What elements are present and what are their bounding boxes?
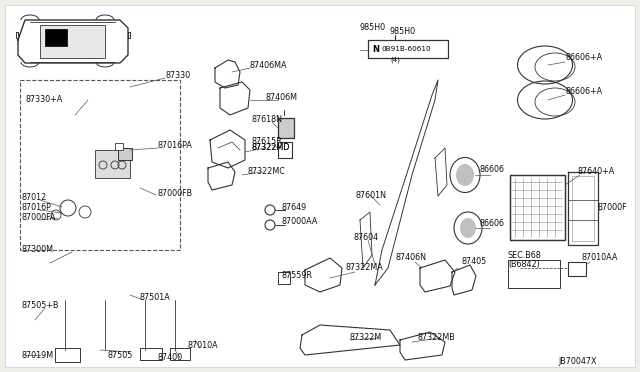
Polygon shape [420, 260, 455, 292]
Bar [45, 29, 67, 46]
Text: 87406MA: 87406MA [250, 61, 287, 70]
Text: 87322MD: 87322MD [252, 144, 291, 153]
Bar [278, 118, 294, 138]
Polygon shape [18, 20, 128, 63]
Bar [118, 148, 132, 160]
Polygon shape [16, 32, 18, 38]
Bar [278, 272, 290, 284]
Polygon shape [305, 258, 342, 292]
Text: 86606+A: 86606+A [566, 87, 603, 96]
Text: 87322M: 87322M [350, 334, 382, 343]
Circle shape [265, 205, 275, 215]
Text: 87601N: 87601N [355, 190, 386, 199]
Ellipse shape [529, 89, 561, 111]
Ellipse shape [460, 218, 476, 238]
Text: 87505+B: 87505+B [22, 301, 60, 310]
Text: 87618N: 87618N [252, 115, 283, 125]
Text: 87000FA: 87000FA [22, 214, 56, 222]
Text: 87405: 87405 [462, 257, 487, 266]
Text: (4): (4) [390, 57, 400, 63]
Text: 87000F: 87000F [598, 203, 628, 212]
Circle shape [265, 220, 275, 230]
Text: 87505: 87505 [108, 350, 133, 359]
Text: 87019M: 87019M [22, 350, 54, 359]
Text: 87330: 87330 [165, 71, 190, 80]
Text: 87615R: 87615R [252, 138, 283, 147]
Text: SEC.B68: SEC.B68 [508, 251, 541, 260]
Bar [510, 175, 565, 240]
Text: 86606+A: 86606+A [566, 52, 603, 61]
Circle shape [388, 43, 402, 57]
Polygon shape [20, 240, 195, 298]
Polygon shape [128, 32, 130, 38]
Text: 87012: 87012 [22, 193, 47, 202]
Bar [115, 143, 123, 150]
Polygon shape [360, 55, 445, 320]
Bar [140, 348, 162, 360]
Bar [572, 176, 594, 241]
Text: 87016P: 87016P [22, 203, 52, 212]
Circle shape [60, 200, 76, 216]
Text: 985H0: 985H0 [360, 23, 386, 32]
Polygon shape [210, 130, 245, 168]
Text: (B6842): (B6842) [508, 260, 540, 269]
Polygon shape [452, 265, 476, 295]
Text: JB70047X: JB70047X [558, 357, 596, 366]
Text: 87559R: 87559R [282, 270, 313, 279]
Ellipse shape [529, 54, 561, 76]
Text: 87010AA: 87010AA [582, 253, 618, 263]
Polygon shape [400, 332, 445, 360]
Bar [55, 348, 80, 362]
Polygon shape [375, 80, 438, 285]
Text: 87406M: 87406M [266, 93, 298, 102]
Bar [95, 150, 130, 178]
Polygon shape [215, 60, 240, 88]
Text: 87400: 87400 [158, 353, 183, 362]
Bar [170, 348, 190, 360]
Text: 87322MA: 87322MA [345, 263, 383, 273]
Ellipse shape [456, 164, 474, 186]
Text: 87000FB: 87000FB [158, 189, 193, 198]
Text: 87406N: 87406N [395, 253, 426, 263]
Text: 87300M: 87300M [22, 246, 54, 254]
Polygon shape [300, 325, 400, 355]
Text: 87649: 87649 [282, 202, 307, 212]
Text: 86606: 86606 [480, 218, 505, 228]
Text: 87010A: 87010A [188, 340, 219, 350]
Bar [508, 260, 560, 288]
Circle shape [51, 210, 61, 220]
Bar [40, 25, 105, 58]
Text: 87016PA: 87016PA [158, 141, 193, 150]
Text: 87330+A: 87330+A [25, 96, 62, 105]
Text: 87640+A: 87640+A [578, 167, 615, 176]
Text: 87322MB: 87322MB [418, 334, 456, 343]
Text: 0B91B-60610: 0B91B-60610 [382, 46, 431, 52]
Bar [278, 142, 292, 158]
Circle shape [79, 206, 91, 218]
Text: 86606: 86606 [480, 166, 505, 174]
Text: 87000AA: 87000AA [282, 218, 318, 227]
Text: 985H0: 985H0 [390, 28, 416, 36]
Polygon shape [208, 162, 235, 190]
Text: 87501A: 87501A [140, 294, 171, 302]
Polygon shape [220, 82, 250, 115]
Text: 87322MD: 87322MD [252, 144, 291, 153]
Bar [20, 80, 180, 250]
Text: N: N [372, 45, 379, 54]
Polygon shape [35, 82, 165, 225]
Bar [368, 40, 448, 58]
Text: 87604: 87604 [353, 234, 378, 243]
Bar [568, 262, 586, 276]
Bar [510, 175, 565, 240]
Text: 87322MC: 87322MC [248, 167, 286, 176]
